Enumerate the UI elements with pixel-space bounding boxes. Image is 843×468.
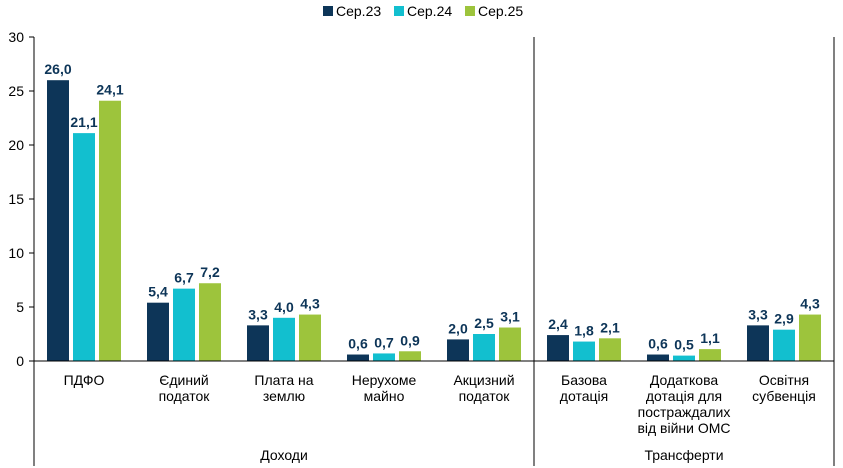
category-label-line: Базова	[561, 372, 607, 388]
bar-2-7	[673, 355, 695, 361]
bar-1-6	[547, 335, 569, 361]
data-label-1-3: 3,3	[248, 306, 268, 322]
category-label-line: Освітня	[759, 372, 809, 388]
data-label-2-5: 2,5	[474, 315, 494, 331]
category-label-8: Освітня субвенція	[752, 372, 816, 404]
category-label-line: податок	[459, 388, 511, 404]
y-tick-label: 5	[16, 299, 24, 315]
bar-2-6	[573, 341, 595, 361]
category-label-line: дотація для	[646, 388, 722, 404]
category-label-line: Нерухоме	[352, 372, 417, 388]
data-label-2-1: 21,1	[70, 114, 97, 130]
legend-label-1: Сер.23	[336, 3, 381, 19]
y-tick-label: 10	[8, 245, 24, 261]
bar-2-4	[373, 353, 395, 361]
category-label-6: Базова дотація	[560, 372, 608, 404]
bar-3-4	[399, 351, 421, 361]
bar-3-3	[299, 314, 321, 361]
bar-2-3	[273, 317, 295, 361]
category-label-7: Додаткова дотація для постраждалих від війн…	[637, 372, 730, 436]
legend: Сер.23 Сер.24 Сер.25	[323, 3, 523, 19]
data-label-2-7: 0,5	[674, 337, 694, 353]
y-tick-label: 0	[16, 353, 24, 369]
data-label-1-1: 26,0	[44, 61, 71, 77]
data-label-2-2: 6,7	[174, 270, 194, 286]
bar-3-8	[799, 314, 821, 361]
data-label-3-2: 7,2	[200, 264, 220, 280]
bar-2-1	[73, 133, 95, 361]
bar-1-7	[647, 354, 669, 361]
category-label-line: землю	[263, 388, 305, 404]
bar-1-4	[347, 354, 369, 361]
category-label-line: субвенція	[752, 388, 816, 404]
data-label-3-1: 24,1	[96, 82, 123, 98]
group-label-1: Доходи	[260, 447, 308, 463]
data-label-3-6: 2,1	[600, 319, 620, 335]
data-label-1-4: 0,6	[348, 336, 368, 352]
category-label-4: Нерухоме майно	[352, 372, 417, 404]
bar-2-8	[773, 329, 795, 361]
bar-3-1	[99, 100, 121, 361]
legend-swatch-1	[323, 6, 333, 16]
category-label-line: дотація	[560, 388, 608, 404]
category-label-line: майно	[364, 388, 405, 404]
y-tick-label: 30	[8, 29, 24, 45]
category-label-2: Єдиний податок	[159, 372, 211, 404]
category-label-5: Акцизний податок	[453, 372, 514, 404]
y-axis: 0 5 10 15 20 25 30	[8, 29, 35, 369]
category-label-line: Плата на	[254, 372, 313, 388]
bar-1-2	[147, 302, 169, 361]
legend-label-2: Сер.24	[407, 3, 452, 19]
y-tick-label: 15	[8, 191, 24, 207]
data-label-2-6: 1,8	[574, 323, 594, 339]
data-label-1-2: 5,4	[148, 284, 168, 300]
data-label-1-5: 2,0	[448, 320, 468, 336]
y-tick-label: 25	[8, 83, 24, 99]
bar-1-3	[247, 325, 269, 361]
bar-1-8	[747, 325, 769, 361]
y-tick-label: 20	[8, 137, 24, 153]
category-label-3: Плата на землю	[254, 372, 313, 404]
data-label-3-4: 0,9	[400, 332, 420, 348]
category-label-1: ПДФО	[64, 372, 105, 388]
data-label-1-8: 3,3	[748, 306, 768, 322]
category-label-line: Додаткова	[650, 372, 719, 388]
data-label-2-8: 2,9	[774, 311, 794, 327]
category-label-line: Єдиний	[159, 372, 208, 388]
category-label-line: постраждалих	[638, 404, 731, 420]
data-label-3-8: 4,3	[800, 296, 820, 312]
legend-label-3: Сер.25	[478, 3, 523, 19]
category-label-line: від війни ОМС	[637, 420, 730, 436]
bar-2-5	[473, 334, 495, 361]
bar-1-5	[447, 339, 469, 361]
data-label-3-5: 3,1	[500, 309, 520, 325]
data-label-2-3: 4,0	[274, 299, 294, 315]
data-label-2-4: 0,7	[374, 334, 394, 350]
bars	[47, 80, 821, 361]
bar-3-2	[199, 283, 221, 361]
legend-swatch-3	[465, 6, 475, 16]
data-label-3-7: 1,1	[700, 330, 720, 346]
bar-3-6	[599, 338, 621, 361]
category-label-line: ПДФО	[64, 372, 105, 388]
data-label-1-7: 0,6	[648, 336, 668, 352]
bar-3-7	[699, 349, 721, 361]
group-label-2: Трансферти	[644, 447, 723, 463]
data-label-1-6: 2,4	[548, 316, 568, 332]
data-label-3-3: 4,3	[300, 296, 320, 312]
bar-2-2	[173, 288, 195, 361]
bar-3-5	[499, 327, 521, 361]
bar-1-1	[47, 80, 69, 361]
category-label-line: податок	[159, 388, 211, 404]
legend-swatch-2	[394, 6, 404, 16]
data-labels: 26,0 21,1 24,1 5,4 6,7 7,2 3,3 4,0 4,3 0,6 0,7 0,9 2…	[44, 61, 820, 352]
category-label-line: Акцизний	[453, 372, 514, 388]
